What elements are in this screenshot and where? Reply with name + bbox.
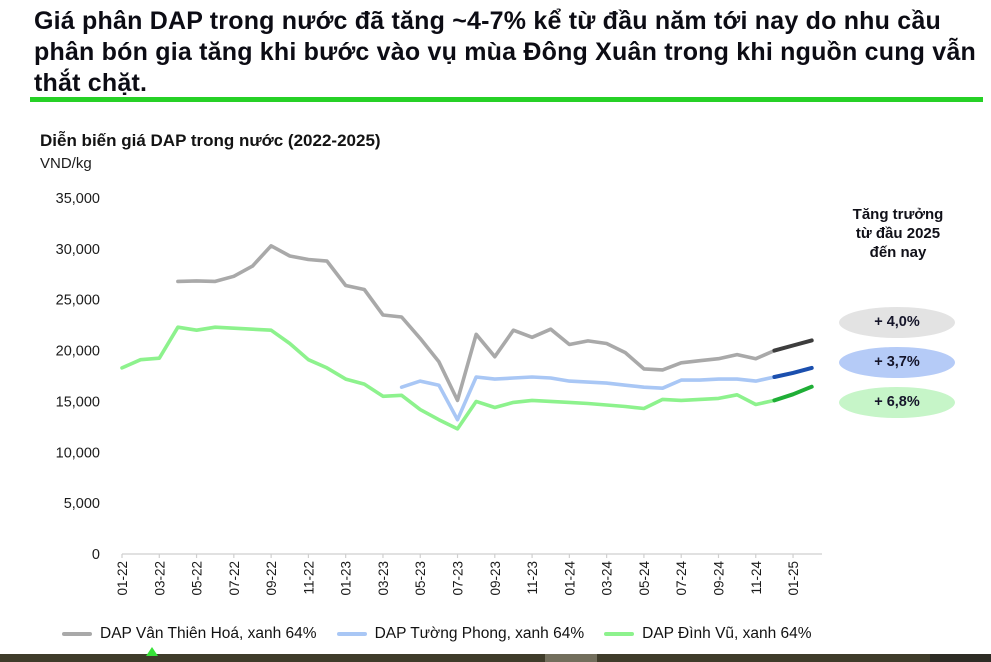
series-line-0 <box>176 244 777 403</box>
x-axis-label: 03-24 <box>600 561 615 596</box>
series-line-0-2025-highlight <box>772 338 814 353</box>
chart-unit-label: VND/kg <box>40 155 92 172</box>
series-line-1 <box>399 375 777 422</box>
x-axis-label: 07-24 <box>674 561 689 596</box>
x-axis-label: 03-23 <box>376 561 391 596</box>
y-axis-label: 35,000 <box>56 191 100 207</box>
series-line-2 <box>120 325 777 431</box>
x-axis-label: 01-25 <box>786 561 801 596</box>
x-axis-label: 09-24 <box>711 561 726 596</box>
x-axis-label: 11-23 <box>525 561 540 595</box>
y-axis-label: 20,000 <box>56 344 100 360</box>
growth-badge-van-thien-hoa: + 4,0% <box>839 307 955 338</box>
progress-bar-light-segment <box>545 654 597 662</box>
x-axis-label: 01-22 <box>115 561 130 596</box>
legend-swatch-gray <box>62 632 92 636</box>
legend-item: DAP Đình Vũ, xanh 64% <box>604 625 812 643</box>
green-divider <box>30 97 983 102</box>
y-axis-label: 10,000 <box>56 445 100 461</box>
legend-swatch-green <box>604 632 635 636</box>
series-line-2-2025-highlight <box>772 384 814 403</box>
x-axis-label: 05-24 <box>637 561 652 596</box>
x-axis-label: 01-23 <box>339 561 354 596</box>
legend-label: DAP Vân Thiên Hoá, xanh 64% <box>100 625 317 642</box>
y-axis-label: 30,000 <box>56 242 100 258</box>
x-axis-label: 11-24 <box>749 561 764 595</box>
x-axis-label: 01-24 <box>562 561 577 596</box>
legend-label: DAP Đình Vũ, xanh 64% <box>642 625 812 642</box>
x-axis-label: 07-22 <box>227 561 242 596</box>
chart-title: Diễn biến giá DAP trong nước (2022-2025) <box>40 131 381 150</box>
x-axis-label: 09-23 <box>488 561 503 596</box>
legend-item: DAP Tường Phong, xanh 64% <box>336 625 585 643</box>
x-axis-label: 07-23 <box>451 561 466 596</box>
progress-bar-right-segment <box>930 654 991 662</box>
series-line-1-2025-highlight <box>772 365 814 379</box>
x-axis-label: 09-22 <box>264 561 279 596</box>
x-axis-label: 05-23 <box>413 561 428 596</box>
y-axis-label: 0 <box>92 547 100 563</box>
bottom-progress-bar[interactable] <box>0 654 991 662</box>
y-axis-label: 15,000 <box>56 394 100 410</box>
legend-swatch-blue <box>336 632 367 636</box>
y-axis-label: 25,000 <box>56 293 100 309</box>
page-title: Giá phân DAP trong nước đã tăng ~4-7% kể… <box>34 7 976 97</box>
growth-badge-dinh-vu: + 6,8% <box>839 387 955 418</box>
x-axis-label: 03-22 <box>152 561 167 596</box>
chart-legend: DAP Vân Thiên Hoá, xanh 64% DAP Tường Ph… <box>62 625 812 643</box>
x-axis-label: 05-22 <box>190 561 205 596</box>
growth-panel-heading: Tăng trưởng từ đầu 2025 đến nay <box>852 206 944 261</box>
legend-label: DAP Tường Phong, xanh 64% <box>374 625 585 642</box>
legend-item: DAP Vân Thiên Hoá, xanh 64% <box>62 625 317 643</box>
growth-badge-tuong-phong: + 3,7% <box>839 347 955 378</box>
x-axis-label: 11-22 <box>301 561 316 595</box>
y-axis-label: 5,000 <box>64 496 100 512</box>
progress-position-marker <box>146 647 158 656</box>
